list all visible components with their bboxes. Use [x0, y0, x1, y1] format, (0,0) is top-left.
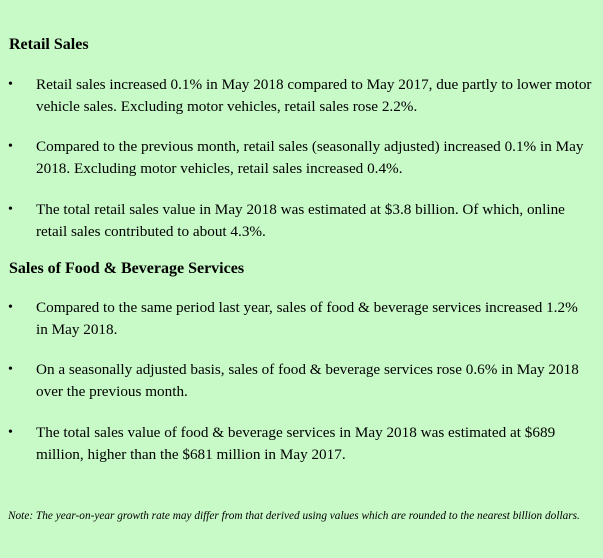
- bullet-icon: •: [8, 300, 13, 315]
- retail-sales-heading: Retail Sales: [9, 36, 89, 53]
- bullet-text: The total retail sales value in May 2018…: [36, 201, 565, 240]
- bullet-icon: •: [8, 362, 13, 377]
- bullet-icon: •: [8, 425, 13, 440]
- bullet-text: The total sales value of food & beverage…: [36, 424, 556, 463]
- bullet-text: Retail sales increased 0.1% in May 2018 …: [36, 76, 592, 115]
- food-beverage-heading: Sales of Food & Beverage Services: [9, 260, 245, 277]
- bullet-text: Compared to the same period last year, s…: [36, 299, 578, 338]
- footnote: Note: The year-on-year growth rate may d…: [8, 510, 580, 522]
- bullet-text: Compared to the previous month, retail s…: [36, 138, 584, 177]
- bullet-icon: •: [8, 139, 13, 154]
- bullet-text: On a seasonally adjusted basis, sales of…: [36, 361, 579, 400]
- bullet-icon: •: [8, 77, 13, 92]
- bullet-icon: •: [8, 202, 13, 217]
